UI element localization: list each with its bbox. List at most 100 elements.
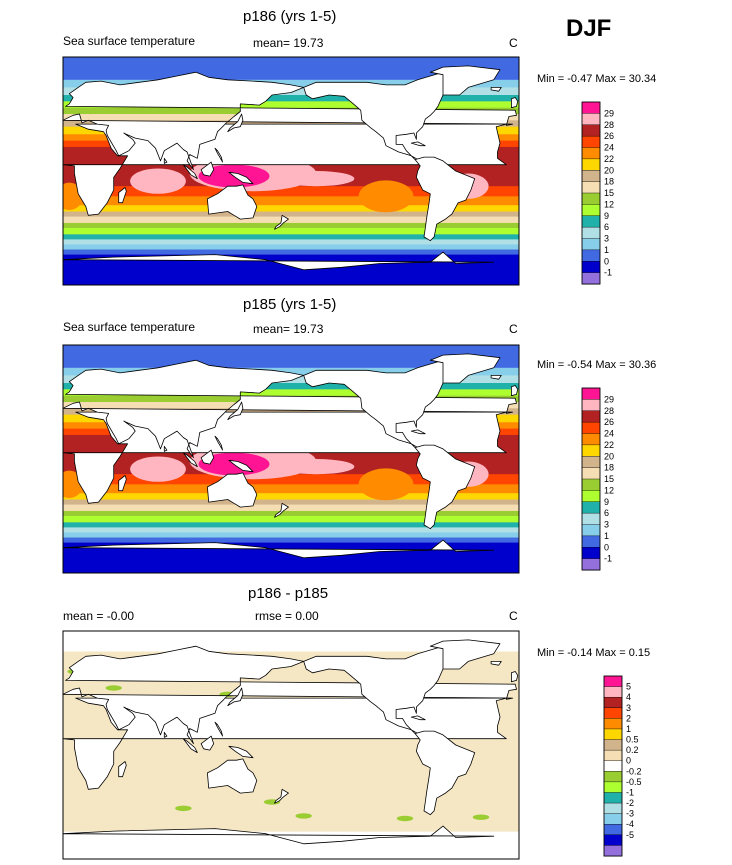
- land-antarctica: [63, 825, 495, 859]
- colorbar-box-11: [581, 226, 601, 240]
- colorbar-box-2: [603, 696, 623, 709]
- land-greenland: [429, 65, 501, 96]
- panel-3-units: C: [509, 609, 518, 623]
- land-iceland: [490, 660, 502, 666]
- land-uk: [510, 385, 519, 397]
- land-greenland: [429, 639, 501, 670]
- colorbar-box-11: [581, 512, 601, 526]
- colorbar-box-8: [581, 478, 601, 491]
- colorbar-box-1: [603, 686, 623, 698]
- land-nz: [274, 788, 289, 804]
- sst-band-20: [63, 527, 519, 533]
- land-samerica: [414, 444, 476, 530]
- colorbar-label-13: -4: [626, 819, 634, 829]
- colorbar-label-12: 1: [604, 531, 609, 541]
- land-cuba: [410, 429, 426, 435]
- land-philippines: [214, 147, 224, 163]
- map-frame: [62, 344, 520, 574]
- colorbar-box-12: [581, 238, 601, 251]
- sst-band-17: [63, 510, 519, 517]
- land-philippines: [214, 435, 224, 451]
- colorbar-box-4: [581, 147, 601, 160]
- land-japan: [227, 401, 244, 421]
- colorbar-box-14: [581, 547, 601, 560]
- colorbar-label-13: 0: [604, 542, 609, 552]
- land-samerica: [414, 730, 476, 816]
- colorbar-box-15: [581, 558, 601, 571]
- panel-2-min-max: Min = -0.54 Max = 30.36: [537, 359, 657, 371]
- sst-tongue-pacific: [358, 468, 414, 501]
- sst-band-13: [63, 196, 519, 206]
- colorbar-label-5: 20: [604, 165, 614, 175]
- sst-band-15: [63, 499, 519, 506]
- sst-band-12: [63, 474, 519, 485]
- colorbar-box-12: [581, 524, 601, 537]
- land-srilanka: [163, 445, 168, 452]
- land-srilanka: [163, 731, 168, 738]
- map-field: [63, 345, 519, 573]
- sst-band-21: [63, 532, 519, 539]
- land-madagascar: [118, 187, 127, 204]
- colorbar-box-4: [581, 433, 601, 446]
- map-frame: [62, 56, 520, 286]
- colorbar-label-4: 22: [604, 154, 614, 164]
- land-eurasia: [63, 645, 517, 745]
- colorbar-box-11: [603, 792, 623, 804]
- land-madagascar: [118, 475, 127, 492]
- colorbar-box-6: [581, 456, 601, 469]
- land-nz: [274, 502, 289, 518]
- land-australia: [206, 758, 258, 794]
- colorbar-label-2: 3: [626, 703, 631, 713]
- colorbar-box-4: [603, 718, 623, 730]
- map-field: [63, 631, 519, 859]
- colorbar-label-10: 6: [604, 508, 609, 518]
- colorbar-label-12: -3: [626, 809, 634, 819]
- colorbar-box-5: [603, 728, 623, 741]
- panel-1-title: p186 (yrs 1-5): [243, 8, 337, 25]
- colorbar-box-10: [581, 501, 601, 514]
- diff-spot-2: [396, 815, 414, 822]
- panel-1-variable-label: Sea surface temperature: [63, 34, 196, 48]
- colorbar-box-16: [603, 845, 623, 857]
- colorbar-label-3: 24: [604, 143, 614, 153]
- land-newguinea: [228, 459, 254, 473]
- colorbar-label-10: 6: [604, 222, 609, 232]
- land-sumatra: [182, 164, 198, 179]
- panel-3-map: [62, 630, 520, 860]
- colorbar-label-11: -2: [626, 798, 634, 808]
- sst-band-19: [63, 234, 519, 240]
- land-madagascar: [118, 761, 127, 778]
- colorbar-label-5: 20: [604, 451, 614, 461]
- land-cuba: [410, 141, 426, 147]
- land-japan: [227, 113, 244, 133]
- colorbar-label-12: 1: [604, 245, 609, 255]
- colorbar-label-5: 0.5: [626, 735, 639, 745]
- colorbar-label-2: 26: [604, 417, 614, 427]
- sst-band-14: [63, 205, 519, 213]
- panel-2-units: C: [509, 322, 518, 336]
- colorbar-frame: [603, 675, 623, 857]
- colorbar-box-13: [581, 249, 601, 262]
- land-greenland: [429, 353, 501, 384]
- colorbar-label-0: 5: [626, 682, 631, 692]
- land-namerica: [303, 71, 457, 162]
- colorbar-box-8: [603, 760, 623, 772]
- sst-band-3: [63, 95, 519, 102]
- colorbar-box-0: [581, 387, 601, 400]
- panel-1-map: [62, 56, 520, 286]
- sst-warm-pool-2: [130, 168, 186, 194]
- colorbar-label-9: 9: [604, 211, 609, 221]
- colorbar-box-14: [603, 824, 623, 836]
- sst-warm-pool-3: [278, 459, 355, 475]
- colorbar-frame: [581, 101, 601, 285]
- panel-1-units: C: [509, 36, 518, 50]
- land-namerica: [303, 645, 457, 736]
- diff-spot-1: [295, 813, 312, 819]
- panel-3-title: p186 - p185: [248, 585, 329, 602]
- colorbar-label-9: 9: [604, 497, 609, 507]
- land-samerica: [414, 156, 476, 242]
- colorbar-label-14: -1: [604, 554, 612, 564]
- sst-band-18: [63, 228, 519, 235]
- sst-warm-pool-2: [130, 456, 186, 482]
